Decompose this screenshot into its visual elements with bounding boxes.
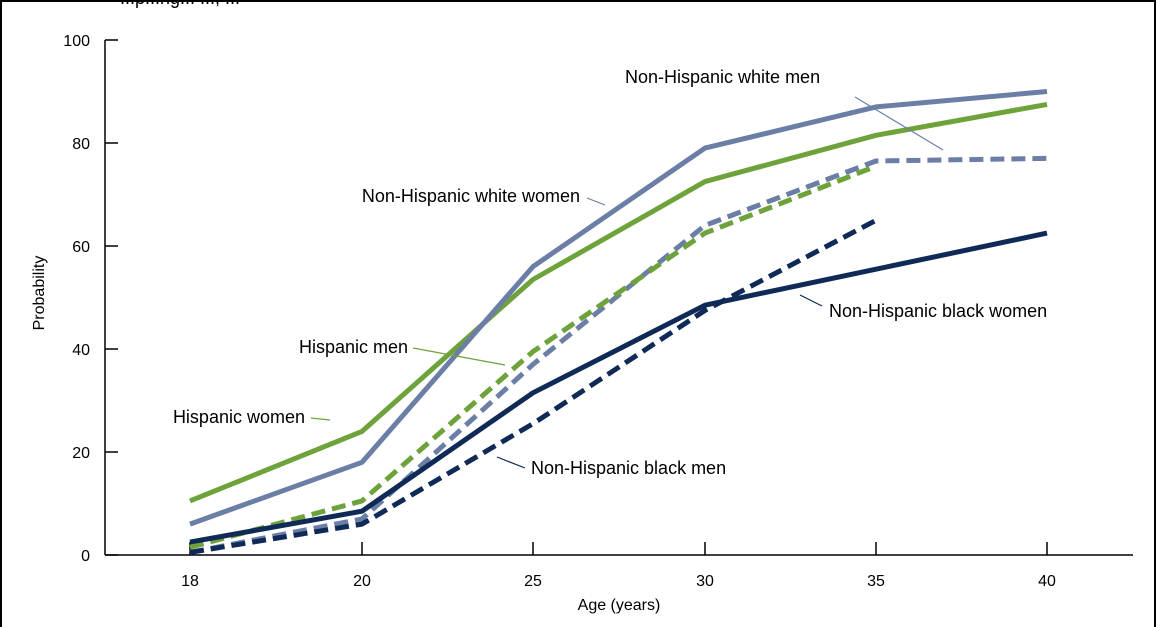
y-tick-label: 60 — [72, 239, 90, 256]
x-tick-label: 25 — [524, 573, 542, 590]
y-ticks: 0 20 40 60 80 100 — [63, 33, 118, 565]
x-tick-label: 35 — [867, 573, 885, 590]
series-label: Non-Hispanic white women — [362, 186, 580, 206]
series-leader-line — [412, 347, 506, 366]
series-leader-line — [799, 294, 823, 307]
axes — [104, 40, 1133, 556]
series-line-non-hispanic-black-men — [189, 218, 878, 555]
series-leader-line — [586, 197, 606, 206]
series-label: Non-Hispanic white men — [625, 67, 820, 87]
y-tick-label: 20 — [72, 445, 90, 462]
y-axis-label: Probability — [31, 256, 48, 331]
y-tick-label: 100 — [63, 33, 90, 50]
series-line-hispanic-men — [189, 163, 877, 550]
x-tick-label: 40 — [1038, 573, 1056, 590]
series-line-non-hispanic-white-women — [189, 89, 1048, 527]
series-label: Non-Hispanic black men — [531, 458, 726, 478]
x-axis-label: Age (years) — [578, 597, 661, 614]
series-line-non-hispanic-black-women — [189, 230, 1048, 545]
series-labels: Non-Hispanic white men Non-Hispanic white… — [173, 67, 1047, 478]
top-caption-fragment: ...p...ng... ..., ... — [120, 0, 240, 9]
series-label: Hispanic women — [173, 407, 305, 427]
series-leader-line — [310, 417, 331, 421]
series-lines — [189, 89, 1048, 555]
series-leader-line — [496, 456, 526, 469]
x-tick-label: 30 — [696, 573, 714, 590]
x-ticks: 18 20 25 30 35 40 — [181, 542, 1056, 590]
y-tick-label: 0 — [81, 548, 90, 565]
series-leader-line — [854, 96, 944, 151]
series-label: Hispanic men — [299, 337, 408, 357]
y-tick-label: 40 — [72, 342, 90, 359]
y-tick-label: 80 — [72, 136, 90, 153]
series-label: Non-Hispanic black women — [829, 301, 1047, 321]
x-tick-label: 20 — [353, 573, 371, 590]
x-tick-label: 18 — [181, 573, 199, 590]
series-line-hispanic-women — [189, 101, 1048, 504]
